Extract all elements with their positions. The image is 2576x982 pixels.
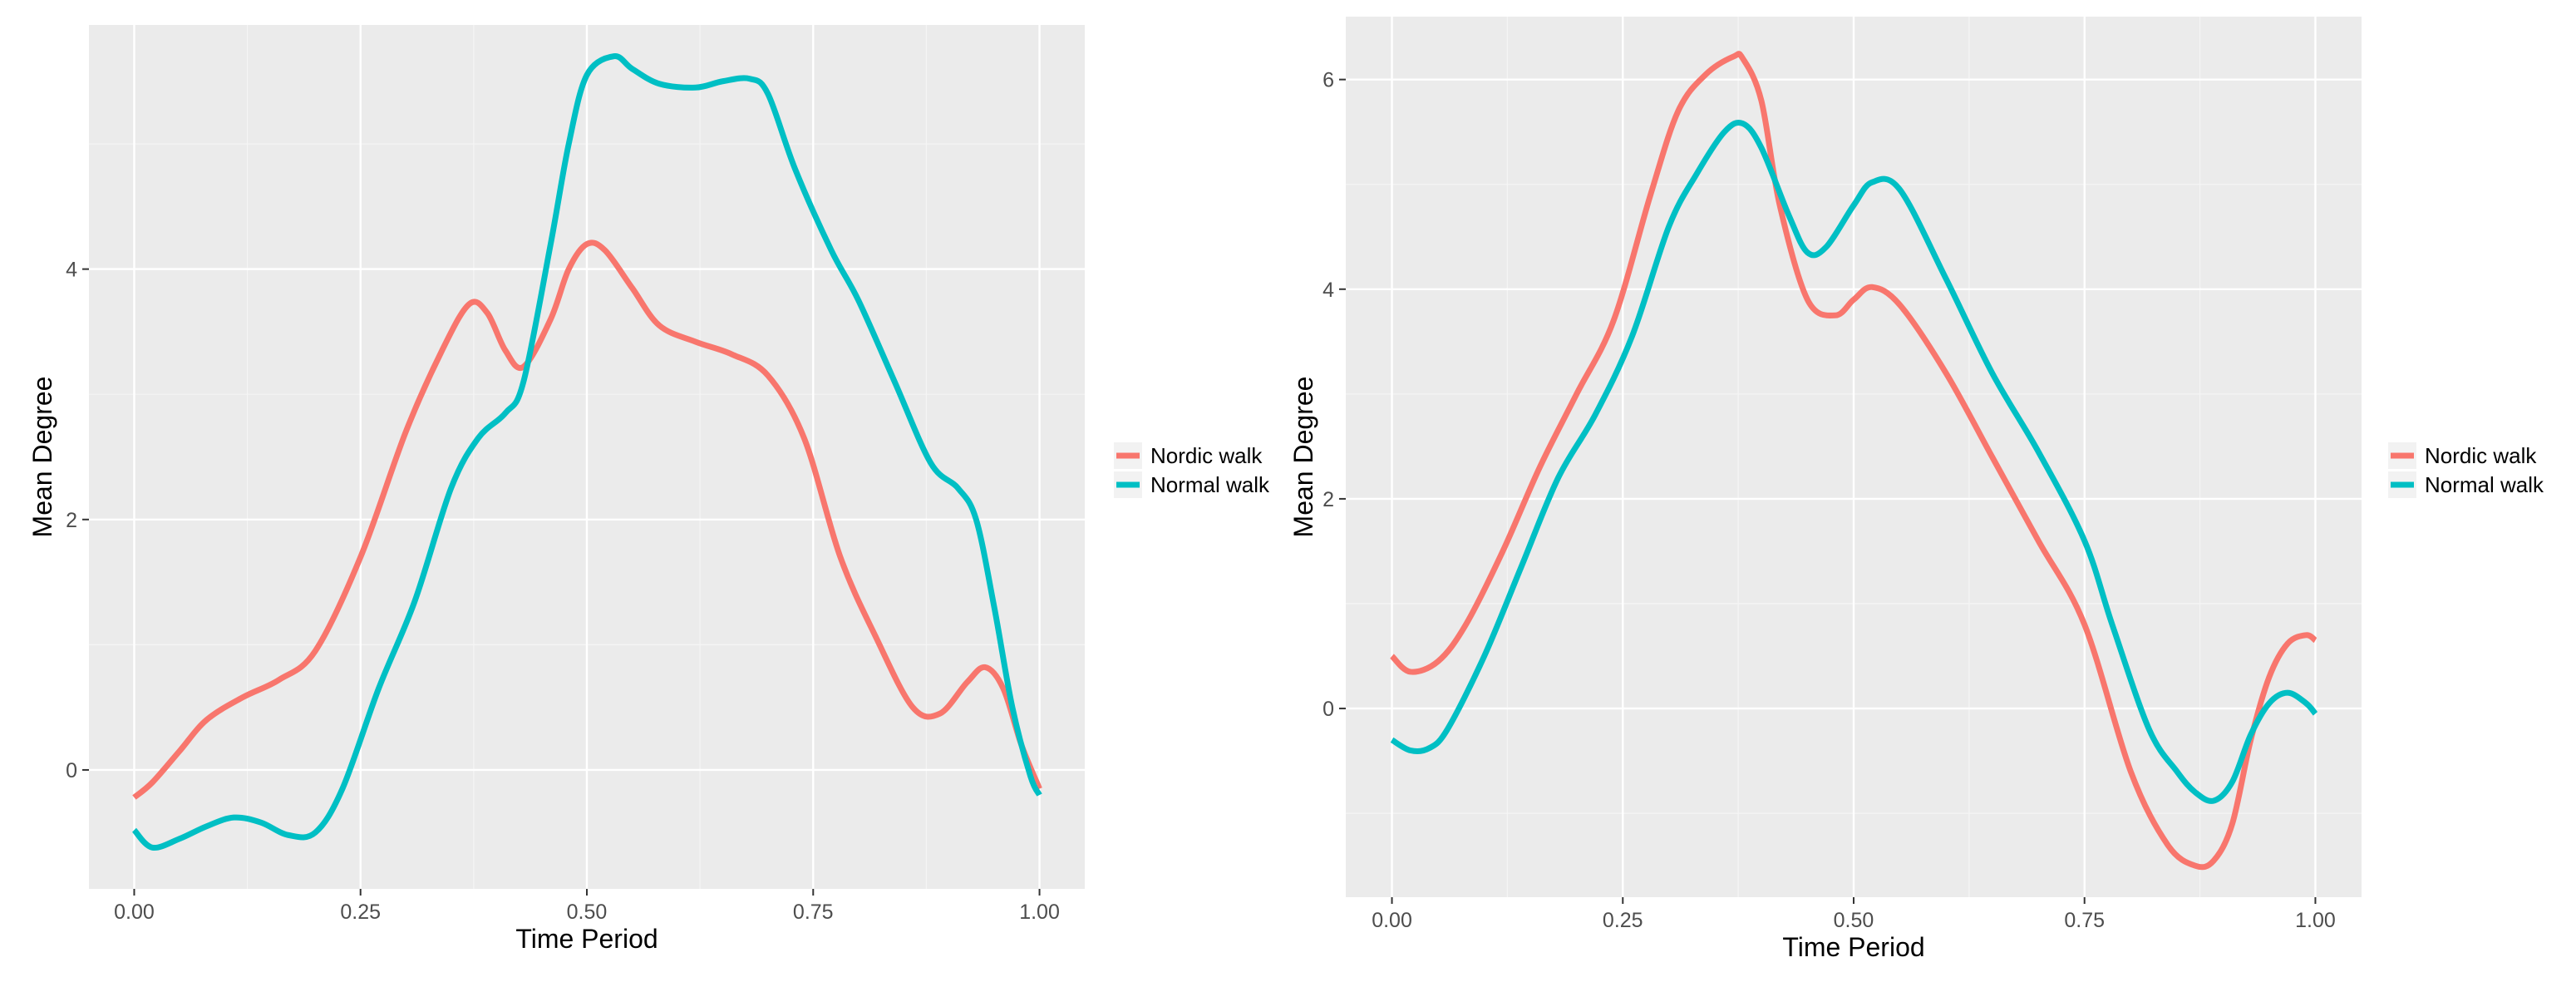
x-tick-label: 0.00 [1372,909,1412,932]
y-tick-label: 2 [66,509,77,532]
y-tick-label: 4 [1322,279,1334,302]
x-tick-label: 1.00 [2295,909,2336,932]
x-tick-label: 0.50 [1834,909,1874,932]
x-tick-label: 0.00 [114,901,155,924]
legend: Nordic walk Normal walk [1114,442,1270,498]
chart-panel-right: 0.00 0.25 0.50 0.75 1.00 0 2 4 6 Time Period Mean … [1288,17,2544,962]
series-line-normal-walk [131,53,1042,851]
y-tick-label: 0 [1322,698,1334,721]
x-axis-title: Time Period [515,924,658,954]
y-tick-label: 0 [66,759,77,782]
y-tick-label: 6 [1322,69,1334,92]
x-axis-title: Time Period [1782,932,1924,962]
legend-label: Normal walk [2425,472,2544,497]
x-tick-label: 0.50 [567,901,608,924]
series-line-normal-walk [1390,119,2318,804]
y-axis-title: Mean Degree [27,377,57,538]
legend-label: Nordic walk [1150,443,1263,468]
chart-panel-left: 0.00 0.25 0.50 0.75 1.00 0 2 4 Time Period Mean D… [27,25,1270,954]
series-line-nordic-walk [1390,51,2317,871]
x-tick-label: 1.00 [1019,901,1060,924]
legend-label: Nordic walk [2425,443,2537,468]
legend-label: Normal walk [1150,472,1270,497]
x-tick-label: 0.25 [340,901,381,924]
series-line-nordic-walk [132,239,1042,800]
x-tick-label: 0.25 [1603,909,1643,932]
x-tick-label: 0.75 [793,901,834,924]
legend: Nordic walk Normal walk [2388,442,2544,498]
y-tick-label: 4 [66,259,77,282]
y-tick-label: 2 [1322,488,1334,511]
y-axis-title: Mean Degree [1288,377,1318,538]
x-tick-label: 0.75 [2064,909,2105,932]
